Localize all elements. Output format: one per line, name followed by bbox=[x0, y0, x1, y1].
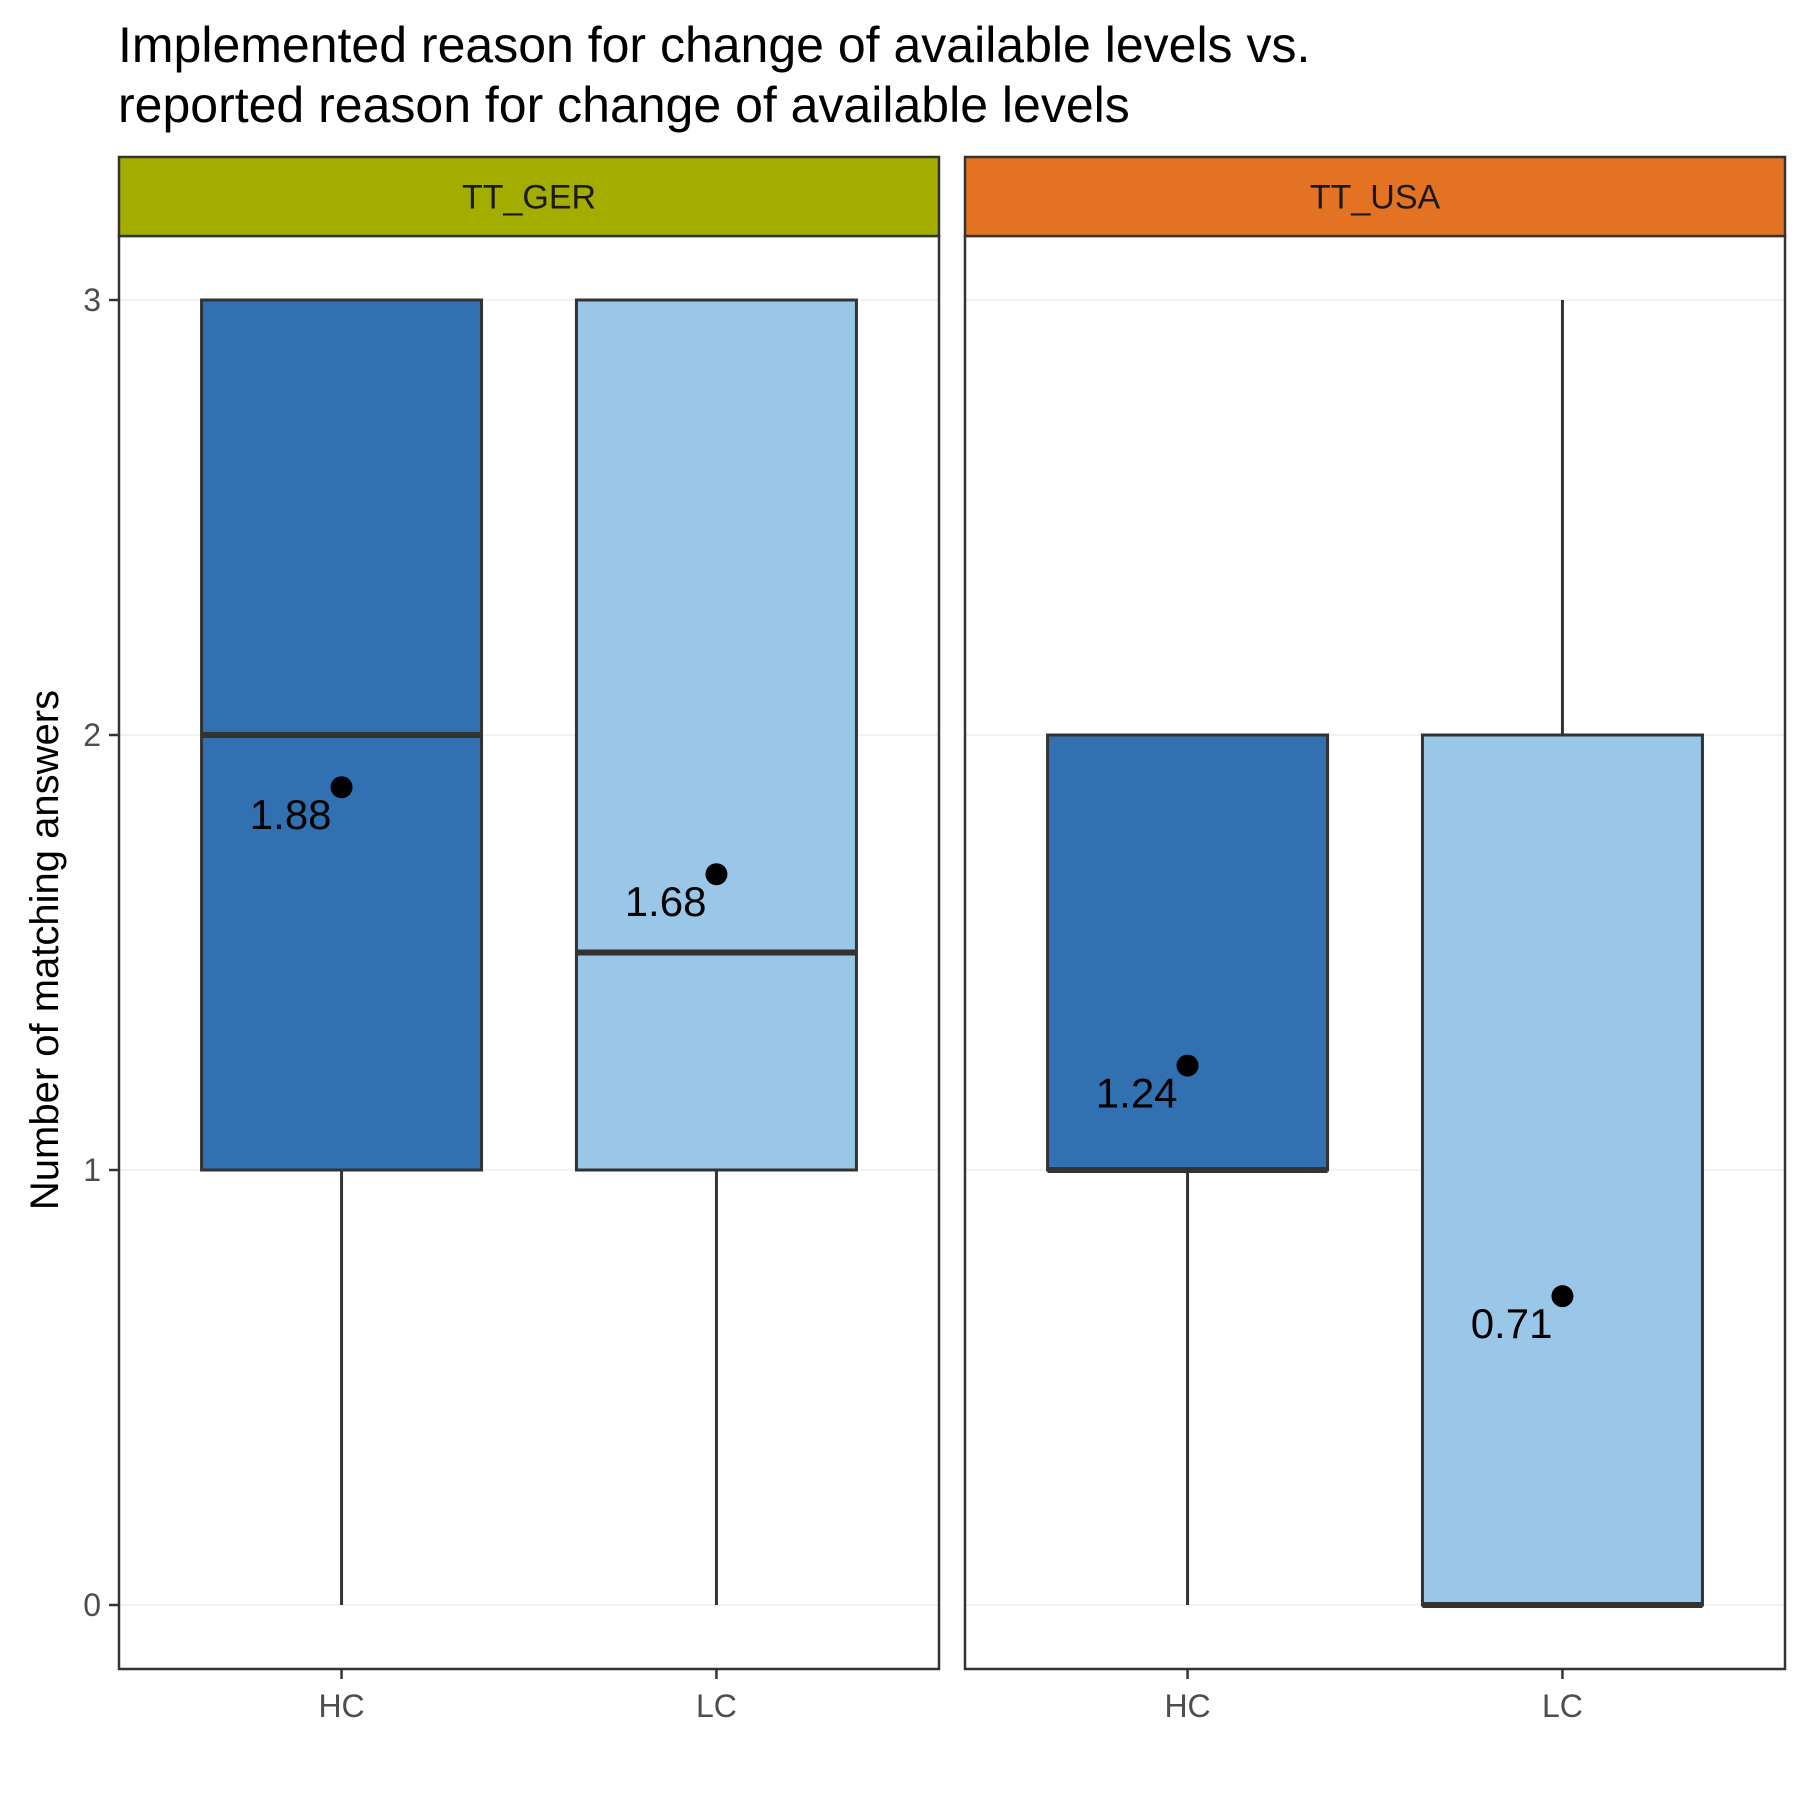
y-tick-label: 3 bbox=[83, 282, 101, 318]
facet-panels: 1.88 1.68 TT_GER HC LC 0 1 2 3 1.24 0.71 TT_USA HC LC bbox=[83, 155, 1787, 1724]
mean-label: 1.24 bbox=[1096, 1070, 1178, 1117]
chart-title-line-2: reported reason for change of available … bbox=[118, 77, 1130, 133]
box-lc: 1.68 bbox=[574, 298, 858, 1605]
y-tick-label: 2 bbox=[83, 717, 101, 753]
y-tick-label: 1 bbox=[83, 1152, 101, 1188]
mean-point bbox=[1176, 1054, 1199, 1077]
mean-point bbox=[330, 776, 353, 799]
box-lc: 0.71 bbox=[1420, 300, 1704, 1608]
strip-background bbox=[963, 155, 1787, 238]
y-tick-label: 0 bbox=[83, 1587, 101, 1623]
panel-tt-ger: 1.88 1.68 TT_GER HC LC 0 1 2 3 bbox=[83, 155, 941, 1724]
strip-label: TT_GER bbox=[462, 179, 596, 217]
x-tick-label: LC bbox=[1542, 1688, 1583, 1724]
strip-label: TT_USA bbox=[1310, 179, 1441, 217]
y-axis-title: Number of matching answers bbox=[23, 690, 67, 1210]
x-tick-label: HC bbox=[1164, 1688, 1210, 1724]
box-hc: 1.88 bbox=[200, 298, 484, 1605]
box-rect bbox=[1420, 733, 1704, 1607]
mean-point bbox=[1551, 1285, 1574, 1308]
x-tick-label: LC bbox=[696, 1688, 737, 1724]
mean-label: 0.71 bbox=[1471, 1300, 1553, 1347]
strip-background bbox=[117, 155, 941, 238]
chart-title-line-1: Implemented reason for change of availab… bbox=[118, 17, 1310, 73]
mean-label: 1.88 bbox=[250, 791, 332, 838]
panel-tt-usa: 1.24 0.71 TT_USA HC LC bbox=[963, 155, 1787, 1724]
mean-label: 1.68 bbox=[625, 878, 707, 925]
x-tick-label: HC bbox=[318, 1688, 364, 1724]
mean-point bbox=[705, 863, 728, 886]
box-rect bbox=[1046, 733, 1330, 1172]
box-rect bbox=[574, 298, 858, 1172]
box-hc: 1.24 bbox=[1046, 733, 1330, 1605]
